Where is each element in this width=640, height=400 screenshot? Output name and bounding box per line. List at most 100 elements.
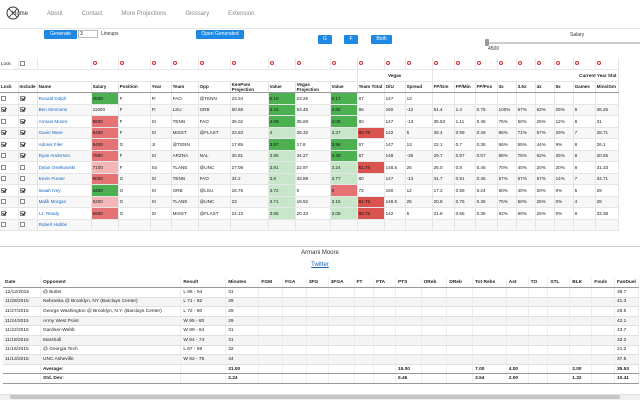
game-log-header-12[interactable]: DReb (446, 278, 474, 289)
filter-salary-radio[interactable] (92, 61, 97, 65)
filter-value2-radio[interactable] (331, 61, 336, 65)
include-checkbox[interactable] (19, 187, 25, 193)
nav-home[interactable]: Home (12, 11, 29, 17)
include-all-checkbox[interactable] (19, 61, 25, 67)
nav-glossary[interactable]: Glossary (185, 11, 210, 17)
filter-fpgm-radio[interactable] (433, 61, 438, 65)
filter-year-radio[interactable] (151, 61, 156, 65)
player-name-link[interactable]: Adonis Filer (37, 138, 92, 151)
column-header-15[interactable]: FP/Gm (432, 81, 455, 93)
column-header-13[interactable]: O/U (384, 81, 406, 93)
salary-slider-handle[interactable] (485, 39, 489, 46)
player-name-link[interactable]: I.J. Ready (37, 207, 92, 220)
player-name-link[interactable]: Ryan Anderson (37, 150, 92, 162)
include-checkbox[interactable] (19, 210, 25, 216)
column-header-23[interactable]: Mins/Gm (595, 81, 619, 93)
player-row[interactable]: Isaiah Ivey 4400 G Sr GRB @LSU 16.76 3.72 0 0 72 16… (0, 184, 619, 197)
player-name-link[interactable]: Robert Hubbs (37, 219, 92, 231)
column-header-1[interactable]: Include (18, 81, 38, 93)
projections-table-container[interactable]: Lock Vegas (0, 58, 640, 246)
player-row[interactable]: Ryan Anderson 7800 F Sr ARZNA NAL 30.81 3.95 34.… (0, 150, 619, 162)
filter-position-radio[interactable] (119, 61, 124, 65)
player-name-link[interactable]: Ronald Dolph (37, 92, 92, 105)
column-header-10[interactable]: Vegas Projection (295, 81, 331, 93)
lock-checkbox[interactable] (1, 222, 6, 228)
player-row[interactable]: Kevin Punter 9000 G Sr TENN FAO 34.2 3.8 33.89 3.… (0, 173, 619, 185)
filter-fppos-radio[interactable] (476, 61, 481, 65)
filter-opp-radio[interactable] (199, 61, 204, 65)
filter-value1-radio[interactable] (269, 61, 274, 65)
player-name-link[interactable]: Dylan Osetkowski (37, 161, 92, 174)
include-checkbox[interactable] (19, 153, 25, 159)
filter-kenpom-radio[interactable] (231, 61, 236, 65)
game-log-header-11[interactable]: OReb (421, 278, 448, 289)
filter-guards-button[interactable]: G (318, 35, 332, 44)
include-checkbox[interactable] (19, 141, 25, 147)
game-log-header-18[interactable]: Fouls (591, 278, 615, 289)
include-checkbox[interactable] (19, 222, 25, 228)
game-log-header-4[interactable]: FGM (258, 278, 284, 289)
lock-checkbox[interactable] (1, 95, 6, 101)
generate-button[interactable]: Generate (44, 30, 77, 39)
game-log-header-19[interactable]: FanDuel (614, 278, 640, 289)
column-header-11[interactable]: Value (330, 81, 358, 93)
twitter-link[interactable]: Twitter (311, 262, 329, 268)
game-log-header-16[interactable]: STL (547, 278, 571, 289)
player-name-link[interactable]: Gavin Ware (37, 127, 92, 139)
lock-checkbox[interactable] (1, 176, 6, 182)
lock-checkbox[interactable] (1, 199, 6, 205)
player-row[interactable]: Malik Morgan 6200 G Sr TLANE @UNC 23 3.71 19.52 3… (0, 196, 619, 208)
lock-checkbox[interactable] (1, 164, 6, 170)
player-row[interactable]: Ben Simmons 11500 F Fr LSU GRB 50.68 4.41 53.45 4… (0, 104, 619, 116)
lock-checkbox[interactable] (1, 153, 6, 159)
game-log-header-1[interactable]: Opponent (40, 278, 182, 289)
lock-checkbox[interactable] (1, 141, 6, 147)
player-name-link[interactable]: Ben Simmons (37, 104, 92, 116)
game-log-header-0[interactable]: Date (3, 278, 42, 289)
filter-5x-radio[interactable] (555, 61, 560, 65)
lock-checkbox[interactable] (1, 187, 6, 193)
player-row[interactable]: Gavin Ware 6400 F Sr MISST @FLAST 33.63 4 28.32 3… (0, 127, 619, 139)
column-header-5[interactable]: Year (150, 81, 172, 93)
player-name-link[interactable]: Armani Moore (37, 115, 92, 128)
column-header-6[interactable]: Team (171, 81, 199, 93)
lineup-count-input[interactable]: 3 (78, 30, 98, 38)
game-log-header-2[interactable]: Result (180, 278, 227, 289)
nav-about[interactable]: About (47, 11, 63, 17)
include-checkbox[interactable] (19, 95, 25, 101)
column-header-22[interactable]: Games (573, 81, 596, 93)
player-name-link[interactable]: Malik Morgan (37, 196, 92, 208)
filter-vegas-radio[interactable] (296, 61, 301, 65)
column-header-2[interactable]: Name (37, 81, 92, 93)
filter-team-radio[interactable] (172, 61, 177, 65)
filter-both-button[interactable]: Both (371, 35, 392, 44)
game-log-header-13[interactable]: Tot Rebs (472, 278, 507, 289)
open-generated-button[interactable]: Open Generated (196, 30, 244, 39)
player-row[interactable]: Robert Hubbs (0, 219, 619, 231)
filter-4x-radio[interactable] (536, 61, 541, 65)
filter-games-radio[interactable] (574, 61, 579, 65)
include-checkbox[interactable] (19, 199, 25, 205)
player-row[interactable]: Dylan Osetkowski 7100 F So TLANE @UNC 27.08 3.8… (0, 161, 619, 174)
column-header-0[interactable]: Lock (0, 81, 19, 93)
player-name-link[interactable]: Kevin Punter (37, 173, 92, 185)
filter-35x-radio[interactable] (517, 61, 522, 65)
game-log-header-15[interactable]: TO (528, 278, 549, 289)
filter-ou-radio[interactable] (385, 61, 390, 65)
column-header-21[interactable]: 5x (554, 81, 574, 93)
include-checkbox[interactable] (19, 176, 25, 182)
player-name-link[interactable]: Isaiah Ivey (37, 184, 92, 197)
column-header-18[interactable]: 3x (497, 81, 517, 93)
column-header-12[interactable]: Team Total (357, 81, 385, 93)
column-header-3[interactable]: Salary (91, 81, 119, 93)
filter-fpmin-radio[interactable] (455, 61, 460, 65)
column-header-16[interactable]: FP/Min (454, 81, 476, 93)
include-checkbox[interactable] (19, 107, 25, 113)
game-log-header-9[interactable]: FTA (373, 278, 396, 289)
lock-checkbox[interactable] (1, 210, 6, 216)
player-row[interactable]: I.J. Ready 6600 G Sr MISST @FLAST 24.13 3.66 20.… (0, 207, 619, 220)
game-log-header-17[interactable]: BLK (569, 278, 593, 289)
column-header-9[interactable]: Value (268, 81, 296, 93)
game-log-header-3[interactable]: Minutes (225, 278, 260, 289)
player-row[interactable]: Ronald Dolph 4500 F Fr FAO @TENN 23.34 5.19 23.2… (0, 92, 619, 105)
